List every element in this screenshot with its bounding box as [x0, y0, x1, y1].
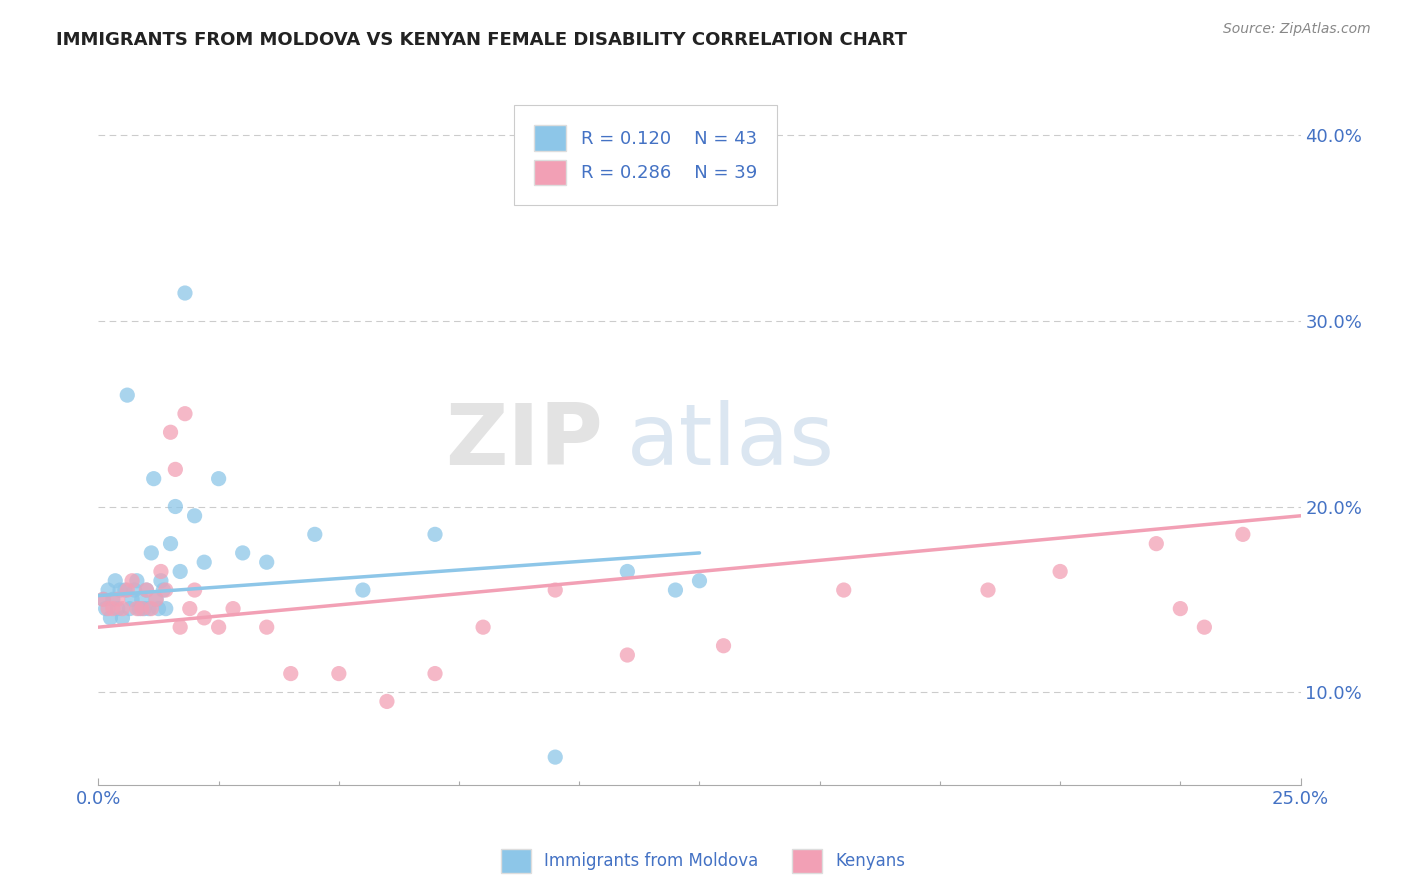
Point — [159, 536, 181, 550]
Point — [94, 601, 117, 615]
Point — [121, 592, 143, 607]
Point — [544, 582, 567, 597]
Point — [208, 472, 231, 486]
Point — [616, 565, 638, 579]
Point — [193, 611, 215, 625]
Point — [304, 527, 326, 541]
Point — [117, 582, 139, 597]
Point — [97, 582, 120, 597]
Point — [352, 582, 374, 597]
Point — [111, 611, 134, 625]
Point — [148, 601, 170, 615]
Point — [169, 620, 191, 634]
Point — [472, 620, 495, 634]
Text: Source: ZipAtlas.com: Source: ZipAtlas.com — [1223, 22, 1371, 37]
Point — [208, 620, 231, 634]
Point — [232, 546, 254, 560]
Point — [155, 601, 177, 615]
Point — [1170, 601, 1192, 615]
Point — [179, 601, 201, 615]
Point — [183, 508, 205, 523]
Point — [689, 574, 711, 588]
Point — [149, 565, 172, 579]
Point — [328, 666, 350, 681]
Point — [141, 601, 163, 615]
Point — [832, 582, 855, 597]
Point — [145, 592, 167, 607]
Point — [117, 388, 139, 402]
Point — [1049, 565, 1071, 579]
Point — [111, 601, 134, 615]
Point — [135, 582, 157, 597]
Point — [159, 425, 181, 440]
Point — [193, 555, 215, 569]
Legend: Immigrants from Moldova, Kenyans: Immigrants from Moldova, Kenyans — [494, 842, 912, 880]
Point — [108, 582, 131, 597]
Point — [616, 648, 638, 662]
Point — [977, 582, 1000, 597]
Point — [155, 582, 177, 597]
Point — [713, 639, 735, 653]
Point — [174, 407, 197, 421]
Point — [152, 582, 174, 597]
Text: atlas: atlas — [627, 400, 835, 483]
Point — [104, 574, 127, 588]
Point — [1232, 527, 1254, 541]
Point — [165, 500, 187, 514]
Point — [256, 555, 278, 569]
Point — [107, 601, 129, 615]
Point — [100, 611, 122, 625]
Point — [135, 582, 157, 597]
Point — [149, 574, 172, 588]
Point — [183, 582, 205, 597]
Point — [169, 565, 191, 579]
Point — [91, 592, 114, 607]
Point — [222, 601, 245, 615]
Point — [97, 601, 120, 615]
Point — [125, 601, 148, 615]
Point — [132, 601, 155, 615]
Point — [91, 592, 114, 607]
Text: ZIP: ZIP — [446, 400, 603, 483]
Point — [145, 592, 167, 607]
Point — [138, 601, 160, 615]
Point — [121, 574, 143, 588]
Point — [125, 574, 148, 588]
Point — [101, 592, 124, 607]
Point — [280, 666, 302, 681]
Point — [101, 601, 124, 615]
Point — [107, 592, 129, 607]
Point — [131, 592, 153, 607]
Point — [118, 601, 141, 615]
Point — [423, 666, 446, 681]
Point — [664, 582, 686, 597]
Point — [124, 582, 146, 597]
Point — [1194, 620, 1216, 634]
Legend: R = 0.120    N = 43, R = 0.286    N = 39: R = 0.120 N = 43, R = 0.286 N = 39 — [519, 111, 772, 200]
Point — [142, 472, 165, 486]
Text: IMMIGRANTS FROM MOLDOVA VS KENYAN FEMALE DISABILITY CORRELATION CHART: IMMIGRANTS FROM MOLDOVA VS KENYAN FEMALE… — [56, 31, 907, 49]
Point — [141, 546, 163, 560]
Point — [114, 582, 136, 597]
Point — [174, 286, 197, 301]
Point — [423, 527, 446, 541]
Point — [375, 694, 398, 708]
Point — [544, 750, 567, 764]
Point — [131, 601, 153, 615]
Point — [128, 601, 150, 615]
Point — [165, 462, 187, 476]
Point — [1144, 536, 1167, 550]
Point — [256, 620, 278, 634]
